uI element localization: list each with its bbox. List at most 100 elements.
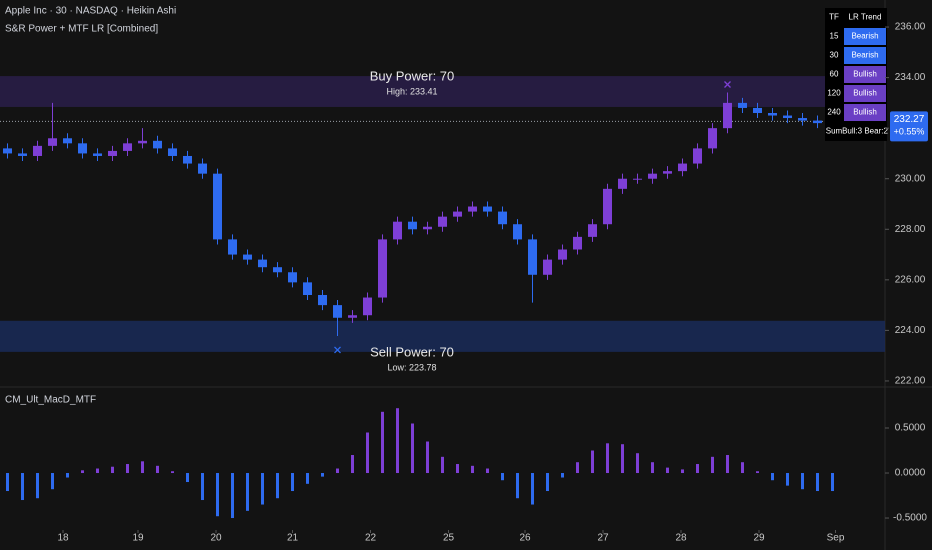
histogram-bar	[471, 465, 474, 474]
candle-body	[138, 140, 147, 144]
candle-body	[303, 282, 312, 296]
candle-body	[393, 221, 402, 240]
histogram-bar	[591, 450, 594, 474]
histogram-bar	[81, 470, 84, 474]
histogram-bar	[561, 473, 564, 478]
extreme-marker	[334, 346, 341, 354]
table-trend-cell	[844, 28, 886, 45]
price-label-box	[890, 111, 928, 142]
histogram-bar	[21, 473, 24, 501]
table-tf: 240	[827, 108, 841, 117]
candle-body	[153, 140, 162, 149]
histogram-bar	[111, 466, 114, 474]
candle-body	[183, 155, 192, 164]
candle-body	[453, 211, 462, 217]
y-tick-label: 236.00	[895, 22, 926, 33]
histogram-bar	[66, 473, 69, 478]
candle-body	[438, 216, 447, 227]
histogram-bar	[216, 473, 219, 517]
table-trend: Bullish	[853, 70, 877, 79]
y-tick-label: 230.00	[895, 173, 926, 184]
x-tick-label: 26	[519, 533, 531, 544]
y-tick-label: 228.00	[895, 224, 926, 235]
candle-body	[513, 224, 522, 240]
candle-body	[783, 115, 792, 119]
histogram-bar	[36, 473, 39, 499]
table-sum-value: Bull:3 Bear:2	[842, 127, 888, 136]
histogram-bar	[306, 473, 309, 484]
candle-body	[258, 259, 267, 268]
histogram-bar	[546, 473, 549, 492]
histogram-bar	[96, 468, 99, 474]
y-tick-label: 0.5000	[895, 423, 926, 434]
histogram-bar	[621, 444, 624, 474]
histogram-bar	[711, 456, 714, 474]
table-trend: Bullish	[853, 89, 877, 98]
x-tick-label: 22	[365, 533, 377, 544]
candle-body	[633, 178, 642, 180]
candle-body	[318, 295, 327, 306]
histogram-bar	[501, 473, 504, 481]
table-tf: 120	[827, 89, 841, 98]
candle-body	[573, 236, 582, 250]
candle-body	[213, 173, 222, 240]
histogram-bar	[681, 469, 684, 474]
candle-body	[168, 148, 177, 156]
histogram-bar	[6, 473, 9, 492]
histogram-bar	[756, 471, 759, 474]
candle-body	[798, 118, 807, 121]
candle-body	[753, 107, 762, 113]
histogram-bar	[411, 423, 414, 474]
y-tick-label: 222.00	[895, 376, 926, 387]
extreme-marker	[724, 81, 731, 88]
candle-body	[363, 297, 372, 316]
histogram-bar	[351, 455, 354, 474]
candle-body	[528, 239, 537, 275]
candle-body	[618, 178, 627, 189]
histogram-bar	[171, 471, 174, 474]
histogram-bar	[231, 473, 234, 519]
buy-title: Buy Power: 70	[370, 68, 455, 83]
table-trend-cell	[844, 66, 886, 83]
candle-body	[198, 163, 207, 174]
y-tick-label: -0.5000	[893, 513, 927, 524]
candle-body	[348, 315, 357, 318]
histogram-bar	[381, 411, 384, 474]
histogram-bar	[336, 468, 339, 474]
histogram-bar	[516, 473, 519, 499]
candle-body	[483, 206, 492, 212]
candle-body	[408, 221, 417, 230]
x-tick-label: Sep	[827, 533, 845, 544]
histogram-bar	[261, 473, 264, 505]
candle-body	[3, 148, 12, 154]
candle-body	[768, 112, 777, 116]
x-tick-label: 25	[443, 533, 455, 544]
candle-body	[18, 153, 27, 156]
candle-body	[273, 267, 282, 273]
histogram-bar	[186, 473, 189, 483]
table-trend-cell	[844, 85, 886, 102]
sell-title: Sell Power: 70	[370, 344, 454, 359]
y-tick-label: 224.00	[895, 325, 926, 336]
buy-note: High: 233.41	[386, 86, 437, 96]
histogram-bar	[636, 453, 639, 474]
candle-body	[648, 173, 657, 179]
histogram-bar	[741, 462, 744, 474]
candle-body	[93, 153, 102, 156]
candle-body	[423, 226, 432, 230]
histogram-bar	[141, 461, 144, 474]
table-sum-label: Sum	[826, 127, 843, 136]
table-header: LR Trend	[849, 13, 882, 22]
histogram-bar	[651, 462, 654, 474]
histogram-bar	[426, 441, 429, 474]
price-label: 232.27	[894, 114, 925, 125]
candle-body	[63, 138, 72, 144]
candle-body	[33, 145, 42, 156]
candle-body	[603, 188, 612, 225]
y-tick-label: 0.0000	[895, 468, 926, 479]
candle-body	[588, 224, 597, 237]
histogram-bar	[456, 464, 459, 474]
histogram-bar	[816, 473, 819, 492]
histogram-bar	[291, 473, 294, 492]
